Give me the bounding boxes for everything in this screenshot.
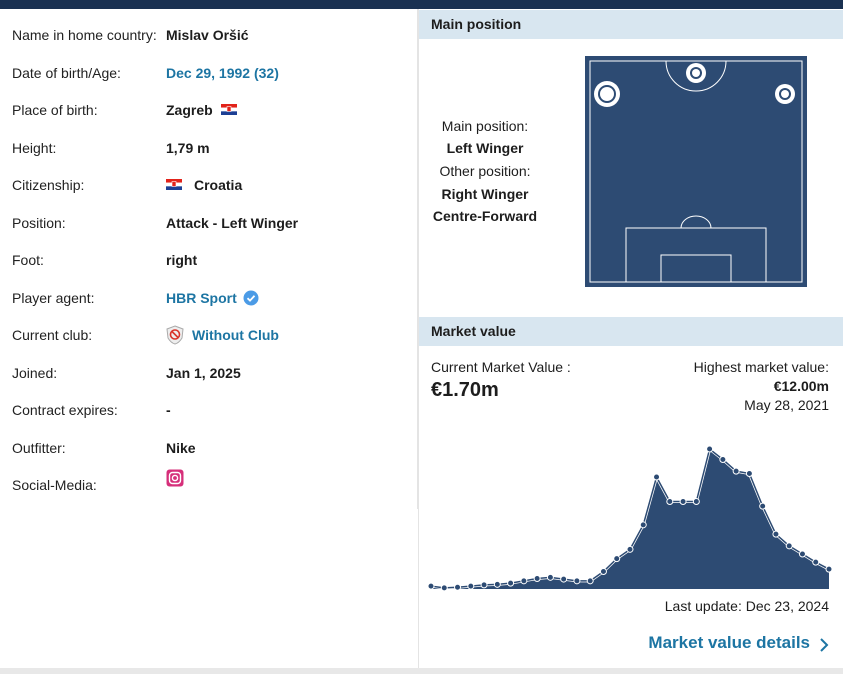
info-value: 1,79 m <box>166 139 210 156</box>
check <box>246 294 256 302</box>
ban <box>169 329 181 340</box>
value-point <box>520 577 528 585</box>
header-text: Market value <box>431 323 516 339</box>
label: Current Market Value : <box>431 359 571 375</box>
info-value: Attack - Left Winger <box>166 214 299 231</box>
value-area <box>431 449 829 589</box>
info-label: Player agent: <box>12 289 95 306</box>
label: Other position: <box>439 163 531 179</box>
other-position: Right Winger <box>441 186 529 202</box>
instagram-icon[interactable] <box>166 469 184 487</box>
ig-frame <box>168 471 182 485</box>
label: Highest market value: <box>693 359 829 375</box>
value-point <box>467 582 475 590</box>
value-point <box>454 583 462 591</box>
value-point <box>613 555 621 563</box>
value-point <box>560 575 568 583</box>
header-text: Main position <box>431 16 522 32</box>
info-value: Zagreb <box>166 102 213 118</box>
value-point <box>772 530 780 538</box>
value-point <box>427 582 435 590</box>
highest-value: €12.00m <box>773 378 829 394</box>
info-label: Name in home country: <box>12 27 157 43</box>
value-point <box>785 542 793 550</box>
verified-icon <box>243 290 259 305</box>
info-label: Foot: <box>12 252 44 268</box>
flag <box>166 179 182 190</box>
info-label: Contract expires: <box>12 402 118 418</box>
value-point <box>653 473 661 481</box>
info-label: Date of birth/Age: <box>12 64 121 81</box>
value-point <box>719 456 727 463</box>
position-marker <box>594 63 795 107</box>
badge <box>243 290 259 305</box>
top-bar <box>0 0 843 9</box>
value-point <box>639 521 647 529</box>
flag-stripe <box>166 179 182 183</box>
section-header: Main position <box>419 10 843 39</box>
pitch <box>585 56 807 287</box>
value-point <box>493 580 501 588</box>
value-point <box>679 498 687 505</box>
value-point <box>546 573 554 581</box>
flag <box>221 104 237 115</box>
flag-crest <box>171 181 177 187</box>
info-label: Place of birth: <box>12 102 98 118</box>
club-icon <box>166 325 184 345</box>
flag-stripe <box>221 111 237 115</box>
side-panel: Main position Main position: Left Winger… <box>418 9 843 668</box>
value-point <box>745 470 753 477</box>
info-label: Social-Media: <box>12 477 97 493</box>
flag-stripe <box>166 186 182 190</box>
info-value: Jan 1, 2025 <box>166 364 241 381</box>
value-point <box>480 581 488 589</box>
value-point <box>573 577 581 585</box>
flag-crest <box>226 106 232 112</box>
value-point <box>825 565 833 573</box>
section-header: Market value <box>419 317 843 346</box>
value-point <box>586 577 594 585</box>
ig-lens <box>171 474 179 482</box>
info-value: Mislav Oršić <box>166 27 249 43</box>
info-value: Croatia <box>194 177 243 193</box>
info-label: Outfitter: <box>12 439 66 456</box>
info-label: Citizenship: <box>12 177 85 193</box>
info-label: Position: <box>12 214 66 231</box>
last-update: Last update: Dec 23, 2024 <box>664 598 829 614</box>
main-position: Left Winger <box>446 140 524 156</box>
value-point <box>692 498 700 505</box>
ban-bar <box>171 330 179 339</box>
info-value[interactable]: Without Club <box>192 327 279 343</box>
flag-stripe <box>221 104 237 108</box>
value-point <box>706 445 714 453</box>
value-point <box>759 502 767 510</box>
profile-panel: Name in home country: Mislav Oršić Date of… <box>0 9 418 509</box>
highest-date: May 28, 2021 <box>744 397 829 413</box>
current-value: €1.70m <box>431 379 499 401</box>
value-point <box>732 467 740 475</box>
info-label: Height: <box>12 139 57 156</box>
value-point <box>666 498 674 505</box>
value-point <box>507 579 515 587</box>
info-value: Nike <box>166 439 196 456</box>
info-label: Joined: <box>12 364 58 381</box>
value-point <box>626 545 634 553</box>
value-point <box>798 550 806 558</box>
other-position: Centre-Forward <box>432 208 538 224</box>
details-link[interactable]: Market value details <box>648 633 810 652</box>
info-value: right <box>166 252 198 268</box>
label: Main position: <box>441 118 529 134</box>
value-point <box>440 584 448 592</box>
bottom-strip <box>0 668 843 674</box>
info-value[interactable]: Dec 29, 1992 (32) <box>166 64 279 81</box>
value-point <box>533 575 541 582</box>
info-label: Current club: <box>12 327 93 343</box>
market-value-chart <box>427 445 833 592</box>
value-point <box>812 558 820 566</box>
info-value: - <box>166 402 171 418</box>
info-value[interactable]: HBR Sport <box>166 289 237 306</box>
value-point <box>599 568 607 575</box>
chevron <box>820 638 829 652</box>
